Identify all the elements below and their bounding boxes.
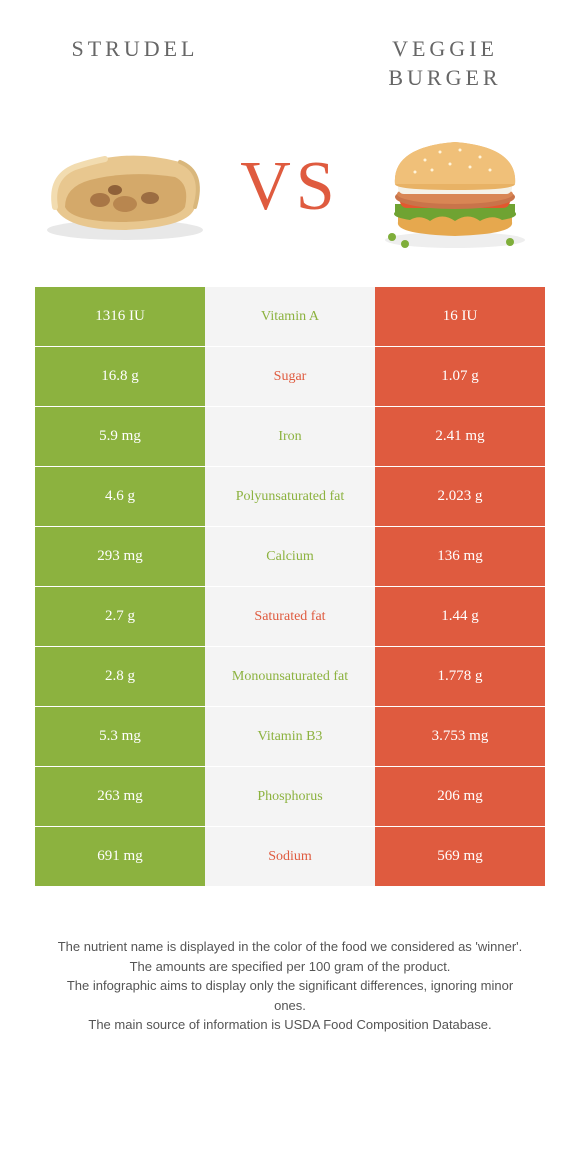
- hero-row: VS: [35, 122, 545, 252]
- titles-row: Strudel Veggie burger: [35, 35, 545, 92]
- right-value: 569 mg: [375, 827, 545, 887]
- right-value: 1.07 g: [375, 347, 545, 407]
- nutrient-label: Saturated fat: [205, 587, 375, 647]
- nutrient-label: Sugar: [205, 347, 375, 407]
- left-value: 2.7 g: [35, 587, 205, 647]
- left-value: 16.8 g: [35, 347, 205, 407]
- right-value: 2.41 mg: [375, 407, 545, 467]
- right-value: 206 mg: [375, 767, 545, 827]
- table-row: 16.8 gSugar1.07 g: [35, 347, 545, 407]
- nutrient-label: Monounsaturated fat: [205, 647, 375, 707]
- nutrient-label: Polyunsaturated fat: [205, 467, 375, 527]
- right-food-title: Veggie burger: [345, 35, 545, 92]
- nutrient-label: Sodium: [205, 827, 375, 887]
- strudel-image: [40, 122, 210, 252]
- right-value: 1.44 g: [375, 587, 545, 647]
- left-value: 5.3 mg: [35, 707, 205, 767]
- footer-line: The nutrient name is displayed in the co…: [55, 937, 525, 957]
- table-row: 263 mgPhosphorus206 mg: [35, 767, 545, 827]
- right-value: 136 mg: [375, 527, 545, 587]
- burger-image: [370, 122, 540, 252]
- left-value: 4.6 g: [35, 467, 205, 527]
- nutrient-label: Iron: [205, 407, 375, 467]
- footer-notes: The nutrient name is displayed in the co…: [35, 937, 545, 1035]
- left-food-title: Strudel: [35, 35, 235, 92]
- left-value: 5.9 mg: [35, 407, 205, 467]
- left-value: 263 mg: [35, 767, 205, 827]
- footer-line: The amounts are specified per 100 gram o…: [55, 957, 525, 977]
- right-value: 1.778 g: [375, 647, 545, 707]
- right-value: 2.023 g: [375, 467, 545, 527]
- table-row: 4.6 gPolyunsaturated fat2.023 g: [35, 467, 545, 527]
- table-row: 691 mgSodium569 mg: [35, 827, 545, 887]
- table-row: 5.3 mgVitamin B33.753 mg: [35, 707, 545, 767]
- nutrient-label: Phosphorus: [205, 767, 375, 827]
- right-value: 16 IU: [375, 287, 545, 347]
- footer-line: The infographic aims to display only the…: [55, 976, 525, 1015]
- nutrient-table: 1316 IUVitamin A16 IU16.8 gSugar1.07 g5.…: [35, 287, 545, 887]
- nutrient-label: Vitamin B3: [205, 707, 375, 767]
- table-row: 1316 IUVitamin A16 IU: [35, 287, 545, 347]
- left-value: 691 mg: [35, 827, 205, 887]
- left-value: 293 mg: [35, 527, 205, 587]
- footer-line: The main source of information is USDA F…: [55, 1015, 525, 1035]
- nutrient-label: Vitamin A: [205, 287, 375, 347]
- nutrient-label: Calcium: [205, 527, 375, 587]
- vs-label: VS: [240, 147, 339, 227]
- table-row: 2.7 gSaturated fat1.44 g: [35, 587, 545, 647]
- left-value: 1316 IU: [35, 287, 205, 347]
- table-row: 2.8 gMonounsaturated fat1.778 g: [35, 647, 545, 707]
- left-value: 2.8 g: [35, 647, 205, 707]
- table-row: 293 mgCalcium136 mg: [35, 527, 545, 587]
- right-value: 3.753 mg: [375, 707, 545, 767]
- table-row: 5.9 mgIron2.41 mg: [35, 407, 545, 467]
